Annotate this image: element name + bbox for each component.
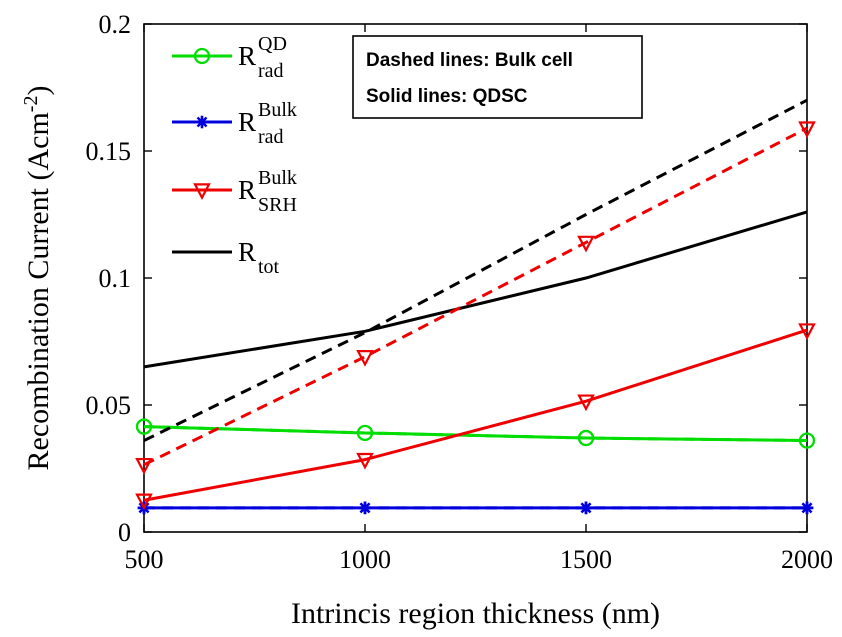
legend-entry-rbulk: R Bulk rad — [172, 99, 297, 148]
annotation-dashed: Dashed lines: Bulk cell — [366, 50, 573, 71]
legend-label-superscript: Bulk — [258, 99, 297, 121]
data-point-rsrh-bulk-cell — [577, 235, 595, 253]
data-point-rbulk-qdsc — [579, 501, 593, 515]
legend-entry-rqd: R QD rad — [172, 33, 287, 82]
data-point-rsrh-bulk-cell — [356, 350, 374, 367]
y-axis-label-main: Recombination Current (Acm — [22, 112, 55, 470]
legend-label-subscript: SRH — [258, 194, 297, 216]
legend-swatch-marker — [195, 115, 209, 129]
y-tick-label: 0.2 — [99, 10, 132, 39]
legend-label: R — [238, 237, 256, 267]
data-point-rsrh-qdsc — [798, 323, 816, 341]
series-line-rsrh-bulk-cell — [143, 126, 808, 467]
legend-label-superscript: Bulk — [258, 167, 297, 189]
data-point-rqd-qdsc — [356, 424, 374, 442]
legend-label-base: R — [238, 41, 256, 71]
y-tick-label: 0 — [118, 518, 131, 547]
annotation-box: Dashed lines: Bulk cell Solid lines: QDS… — [352, 35, 643, 119]
legend-label-superscript: QD — [258, 33, 287, 55]
axis-ticks: 500 1000 1500 2000 0 0.05 0.1 0.15 0.2 — [86, 10, 834, 574]
y-tick-label: 0.1 — [99, 264, 132, 293]
legend-label-base: R — [238, 175, 256, 205]
data-point-rsrh-qdsc — [135, 493, 153, 511]
x-tick-label: 1500 — [560, 545, 612, 574]
annotation-frame — [352, 35, 643, 119]
legend-swatch-marker — [193, 47, 211, 65]
y-tick-label: 0.15 — [86, 137, 132, 166]
legend-label: R — [238, 107, 256, 137]
y-axis-label-close: ) — [22, 86, 55, 96]
x-axis-label: Intrincis region thickness (nm) — [291, 597, 660, 630]
series-line-rqd-qdsc — [143, 425, 808, 443]
series-line-rtot-qdsc — [143, 210, 808, 369]
legend-label: R — [238, 41, 256, 71]
data-point-rsrh-bulk-cell — [798, 121, 816, 139]
series-line-rtot-bulk-cell — [143, 98, 808, 442]
data-point-rqd-qdsc — [135, 418, 153, 435]
data-point-rqd-qdsc — [577, 429, 595, 447]
data-point-rbulk-qdsc — [358, 501, 372, 515]
series-line-rsrh-qdsc — [143, 328, 808, 502]
y-axis-label-exponent: -2 — [20, 96, 42, 113]
data-point-rbulk-qdsc — [800, 501, 814, 515]
legend-label-subscript: rad — [258, 126, 284, 148]
legend-swatch-marker — [193, 183, 211, 201]
data-point-rsrh-qdsc — [356, 452, 374, 470]
data-point-rsrh-bulk-cell — [135, 457, 153, 475]
legend-label-subscript: rad — [258, 60, 284, 82]
data-point-rqd-qdsc — [798, 432, 816, 449]
legend-label: R — [238, 175, 256, 205]
y-axis-label: Recombination Current (Acm-2) — [20, 86, 55, 471]
legend-entry-rsrh: R Bulk SRH — [172, 167, 297, 216]
x-tick-label: 2000 — [781, 545, 833, 574]
x-tick-label: 1000 — [339, 545, 391, 574]
x-tick-label: 500 — [125, 545, 164, 574]
y-tick-label: 0.05 — [86, 391, 132, 420]
data-point-rsrh-qdsc — [577, 394, 595, 412]
legend-label-base: R — [238, 237, 256, 267]
legend-label-subscript: tot — [258, 256, 280, 278]
legend-label-base: R — [238, 107, 256, 137]
series-layer — [135, 98, 816, 515]
annotation-solid: Solid lines: QDSC — [366, 86, 528, 107]
